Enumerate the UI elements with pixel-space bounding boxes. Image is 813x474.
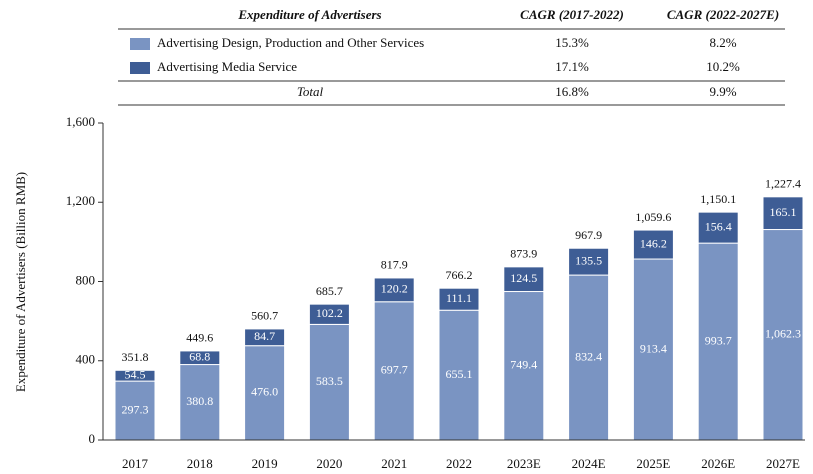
legend-swatch — [130, 62, 150, 74]
cagr: 8.2% — [709, 35, 736, 50]
total-label: 1,150.1 — [700, 192, 736, 206]
total-label: 817.9 — [381, 258, 408, 272]
total-label: 560.7 — [251, 309, 278, 323]
bar-segment — [373, 277, 415, 303]
total-cagr: 16.8% — [555, 84, 589, 99]
bar-segment — [697, 211, 739, 244]
bar-segment — [762, 229, 804, 441]
y-axis-title: Expenditure of Advertisers (Billion RMB) — [13, 172, 28, 392]
cagr: 15.3% — [555, 35, 589, 50]
bar-value-label: 111.1 — [446, 291, 472, 305]
bar-value-label: 655.1 — [446, 367, 473, 381]
total-label: 351.8 — [122, 350, 149, 364]
x-tick-label: 2022 — [446, 456, 472, 471]
bar-segment — [114, 369, 156, 382]
bar-segment — [179, 364, 221, 441]
bar-segment — [632, 258, 674, 441]
bar-value-label: 68.8 — [189, 349, 210, 363]
legend-label: Advertising Design, Production and Other… — [157, 35, 424, 50]
legend-label: Advertising Media Service — [157, 59, 297, 74]
y-tick-label: 400 — [76, 352, 96, 367]
x-tick-label: 2019 — [252, 456, 278, 471]
bar-value-label: 135.5 — [575, 253, 602, 267]
total-label: 967.9 — [575, 228, 602, 242]
bar-value-label: 993.7 — [705, 333, 732, 347]
bar-segment — [503, 266, 545, 293]
total-label: 873.9 — [510, 247, 537, 261]
bar-segment — [438, 309, 480, 441]
bar-value-label: 1,062.3 — [765, 327, 801, 341]
bar-value-label: 84.7 — [254, 329, 275, 343]
bar-value-label: 583.5 — [316, 374, 343, 388]
bar-segment — [114, 380, 156, 441]
x-tick-label: 2024E — [572, 456, 606, 471]
bar-segment — [503, 291, 545, 441]
bar-value-label: 54.5 — [125, 367, 146, 381]
y-tick-label: 800 — [76, 272, 96, 287]
x-tick-label: 2021 — [381, 456, 407, 471]
bar-value-label: 476.0 — [251, 385, 278, 399]
bar-value-label: 165.1 — [770, 205, 797, 219]
total-label: 766.2 — [446, 268, 473, 282]
y-tick-label: 1,600 — [66, 114, 95, 129]
table-header: CAGR (2022-2027E) — [667, 7, 779, 22]
bar-segment — [762, 196, 804, 231]
table-header: CAGR (2017-2022) — [520, 7, 624, 22]
bar-value-label: 832.4 — [575, 349, 602, 363]
bar-value-label: 120.2 — [381, 282, 408, 296]
total-label: Total — [297, 84, 324, 99]
bar-value-label: 146.2 — [640, 236, 667, 250]
cagr: 17.1% — [555, 59, 589, 74]
total-cagr: 9.9% — [709, 84, 736, 99]
table-header: Expenditure of Advertisers — [237, 7, 381, 22]
bar-value-label: 124.5 — [510, 271, 537, 285]
bar-segment — [568, 247, 610, 276]
bar-value-label: 913.4 — [640, 341, 667, 355]
bar-value-label: 102.2 — [316, 306, 343, 320]
x-tick-label: 2018 — [187, 456, 213, 471]
x-tick-label: 2025E — [636, 456, 670, 471]
bar-value-label: 156.4 — [705, 219, 732, 233]
bar-value-label: 380.8 — [186, 394, 213, 408]
bar-value-label: 749.4 — [510, 358, 537, 372]
y-tick-label: 1,200 — [66, 193, 95, 208]
x-tick-label: 2027E — [766, 456, 800, 471]
bar-segment — [244, 328, 286, 347]
bar-segment — [438, 287, 480, 311]
total-label: 1,227.4 — [765, 177, 801, 191]
bar-segment — [179, 350, 221, 366]
bar-segment — [308, 303, 350, 325]
total-label: 685.7 — [316, 284, 343, 298]
bar-segment — [632, 229, 674, 260]
x-tick-label: 2020 — [316, 456, 342, 471]
x-tick-label: 2023E — [507, 456, 541, 471]
x-tick-label: 2026E — [701, 456, 735, 471]
x-tick-label: 2017 — [122, 456, 149, 471]
cagr: 10.2% — [706, 59, 740, 74]
bar-value-label: 297.3 — [122, 402, 149, 416]
total-label: 449.6 — [186, 331, 213, 345]
bar-value-label: 697.7 — [381, 363, 408, 377]
legend-swatch — [130, 38, 150, 50]
bar-segment — [697, 242, 739, 441]
total-label: 1,059.6 — [635, 210, 671, 224]
y-tick-label: 0 — [89, 431, 96, 446]
